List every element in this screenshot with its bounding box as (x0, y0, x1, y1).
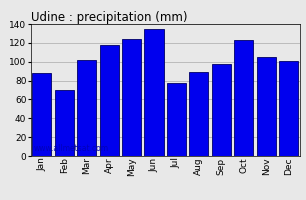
Bar (279, 61, 298, 156)
Bar (212, 64, 231, 156)
Bar (167, 83, 186, 156)
Bar (55, 90, 74, 156)
Text: www.allmetsat.com: www.allmetsat.com (33, 144, 108, 153)
Bar (32, 73, 51, 156)
Bar (234, 40, 253, 156)
Bar (257, 57, 276, 156)
Bar (77, 60, 96, 156)
Bar (189, 72, 208, 156)
Text: Udine : precipitation (mm): Udine : precipitation (mm) (31, 11, 187, 24)
Bar (100, 45, 119, 156)
Bar (144, 29, 163, 156)
Bar (122, 39, 141, 156)
